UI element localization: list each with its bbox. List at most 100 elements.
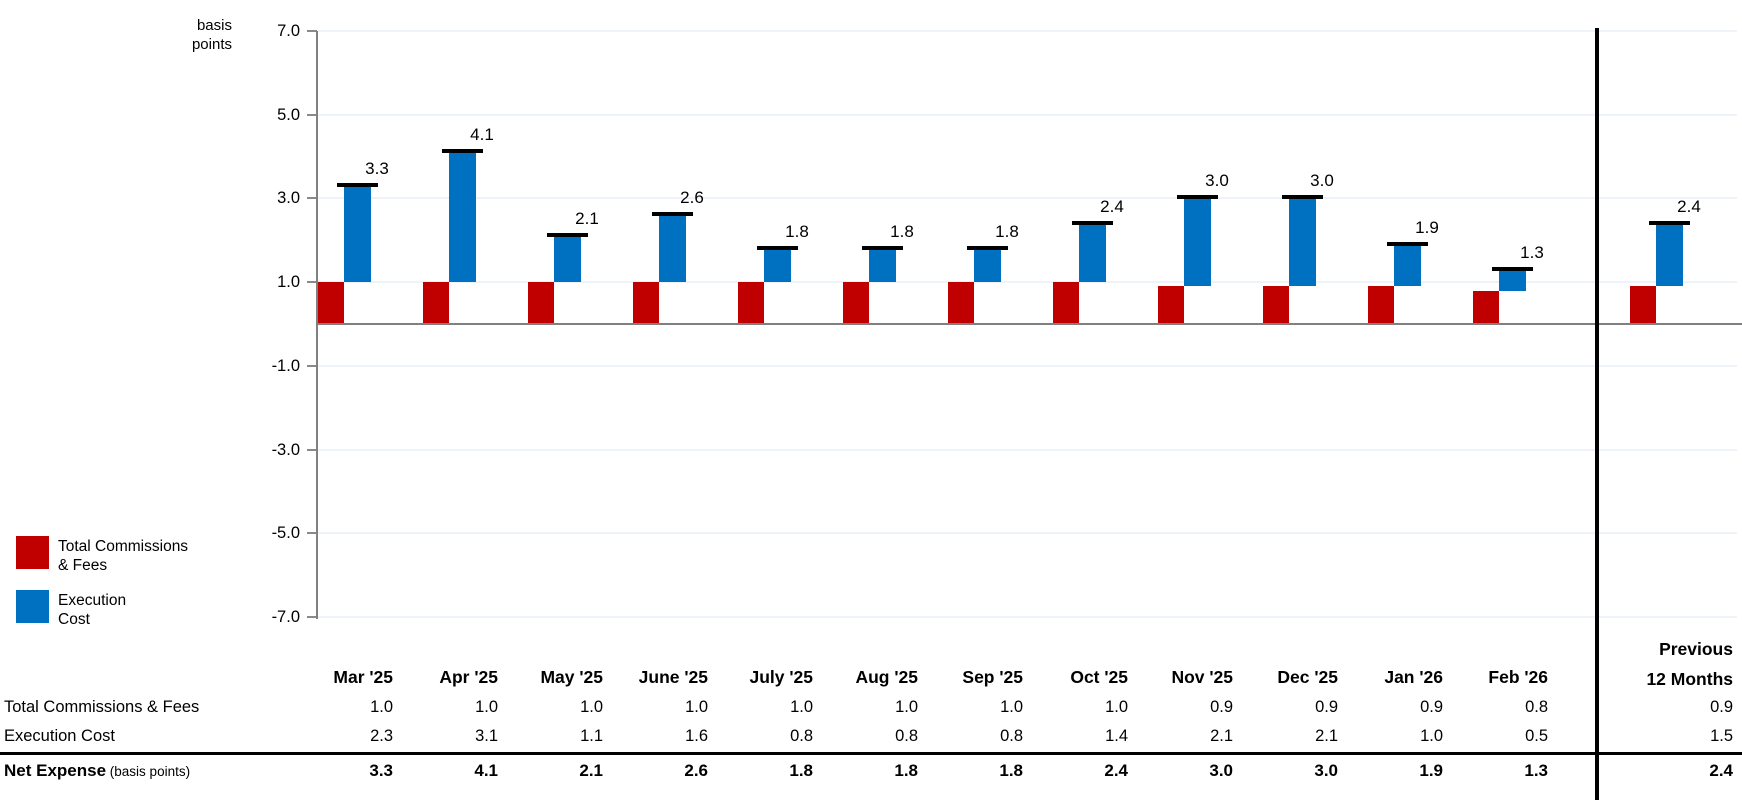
bar-total-commissions-fees [948, 282, 974, 324]
bar-execution-cost [1499, 269, 1526, 291]
table-cell: 1.0 [1420, 727, 1443, 745]
table-cell: 2.6 [684, 761, 708, 780]
bar-total-commissions-fees [318, 282, 344, 324]
net-expense-total-marker [1649, 220, 1690, 225]
table-cell: 4.1 [474, 761, 498, 780]
table-cell: 2.1 [579, 761, 603, 780]
y-axis-unit-label-line1: basis [196, 17, 232, 34]
table-cell: 1.0 [370, 698, 393, 716]
net-expense-total-label: 1.9 [1415, 217, 1439, 237]
bar-execution-cost [659, 215, 686, 283]
net-expense-total-label: 3.3 [365, 158, 389, 178]
legend-label-line: Cost [58, 611, 90, 628]
table-cell: 0.8 [790, 727, 813, 745]
gridline-3.0 [318, 197, 1737, 200]
net-expense-total-label: 3.0 [1310, 171, 1334, 191]
net-expense-total-marker [1492, 266, 1533, 271]
bar-total-commissions-fees [1158, 286, 1184, 324]
table-cell: 1.4 [1105, 727, 1128, 745]
table-header-dec--25: Dec '25 [1277, 667, 1338, 687]
net-expense-divider-line [0, 752, 1742, 755]
table-cell: 1.8 [789, 761, 813, 780]
net-expense-total-label: 1.8 [890, 221, 914, 241]
table-cell: 2.1 [1210, 727, 1233, 745]
gridline-7.0 [318, 30, 1737, 33]
table-cell: 1.0 [1000, 698, 1023, 716]
table-row-label: Total Commissions & Fees [4, 698, 200, 716]
table-row-label: Net Expense (basis points) [4, 758, 190, 785]
table-header-aug--25: Aug '25 [855, 667, 918, 687]
bar-total-commissions-fees [738, 282, 764, 324]
table-cell: 1.0 [1105, 698, 1128, 716]
y-axis-tick-7.0 [307, 30, 317, 33]
y-axis-unit-label-line2: points [191, 36, 232, 53]
bar-execution-cost [974, 248, 1001, 283]
bar-execution-cost [1079, 223, 1106, 283]
y-axis-label--7.0: -7.0 [271, 607, 300, 626]
table-cell: 1.1 [580, 727, 603, 745]
bar-execution-cost [344, 185, 371, 283]
legend-label-line: Execution [58, 592, 127, 609]
gridline--1.0 [318, 364, 1737, 367]
net-expense-total-label: 2.6 [680, 188, 704, 208]
previous-12-months-separator-line [1595, 28, 1599, 800]
net-expense-total-label: 4.1 [470, 125, 494, 145]
net-expense-total-marker [967, 245, 1008, 250]
table-row-label-main: Net Expense [4, 761, 107, 780]
y-axis-label-1.0: 1.0 [277, 273, 300, 292]
table-cell: 0.5 [1525, 727, 1548, 745]
net-expense-total-marker [1282, 195, 1323, 200]
table-cell: 1.6 [685, 727, 708, 745]
net-expense-total-marker [652, 212, 693, 217]
bar-execution-cost [869, 248, 896, 283]
table-cell: 1.3 [1524, 761, 1548, 780]
net-expense-total-marker [757, 245, 798, 250]
bar-total-commissions-fees [1473, 290, 1499, 324]
table-cell: 1.0 [895, 698, 918, 716]
y-axis-tick--3.0 [307, 448, 317, 451]
net-expense-total-label: 2.4 [1100, 196, 1124, 216]
table-cell: 3.3 [369, 761, 393, 780]
table-header-previous-12-months-line: 12 Months [1646, 669, 1733, 689]
table-cell: 0.9 [1420, 698, 1443, 716]
y-axis-tick-3.0 [307, 197, 317, 200]
net-expense-total-marker [337, 182, 378, 187]
y-axis-label--3.0: -3.0 [271, 440, 300, 459]
legend-label-execution-cost: Execution Cost [58, 590, 126, 629]
table-header-may--25: May '25 [540, 667, 603, 687]
gridline--3.0 [318, 448, 1737, 451]
table-cell: 0.8 [1000, 727, 1023, 745]
bar-execution-cost [1394, 244, 1421, 287]
y-axis-label--1.0: -1.0 [271, 356, 300, 375]
table-header-july--25: July '25 [749, 667, 813, 687]
bar-total-commissions-fees [1263, 286, 1289, 324]
table-cell: 1.8 [894, 761, 918, 780]
net-expense-total-marker [442, 149, 483, 154]
table-cell: 0.9 [1210, 698, 1233, 716]
table-header-mar--25: Mar '25 [333, 667, 393, 687]
table-header-sep--25: Sep '25 [962, 667, 1023, 687]
gridline-5.0 [318, 113, 1737, 116]
bar-execution-cost [554, 236, 581, 283]
table-cell: 0.9 [1315, 698, 1338, 716]
bar-execution-cost [1289, 198, 1316, 287]
bar-total-commissions-fees [1368, 286, 1394, 324]
table-cell: 1.0 [475, 698, 498, 716]
table-cell: 1.0 [580, 698, 603, 716]
net-expense-total-label: 2.4 [1677, 196, 1701, 216]
legend-swatch-red [16, 536, 49, 569]
net-expense-total-label: 1.8 [785, 221, 809, 241]
table-cell: 0.8 [1525, 698, 1548, 716]
table-cell: 2.4 [1104, 761, 1128, 780]
bar-total-commissions-fees [423, 282, 449, 324]
table-cell: 2.3 [370, 727, 393, 745]
table-cell-previous-12-months: 0.9 [1710, 698, 1733, 716]
y-axis-unit-label: basis points [160, 16, 232, 54]
bar-total-commissions-fees [843, 282, 869, 324]
bar-execution-cost [1184, 198, 1211, 287]
table-cell-previous-12-months: 1.5 [1710, 727, 1733, 745]
bar-total-commissions-fees [1630, 286, 1656, 324]
table-cell: 3.0 [1314, 761, 1338, 780]
table-header-feb--26: Feb '26 [1488, 667, 1548, 687]
